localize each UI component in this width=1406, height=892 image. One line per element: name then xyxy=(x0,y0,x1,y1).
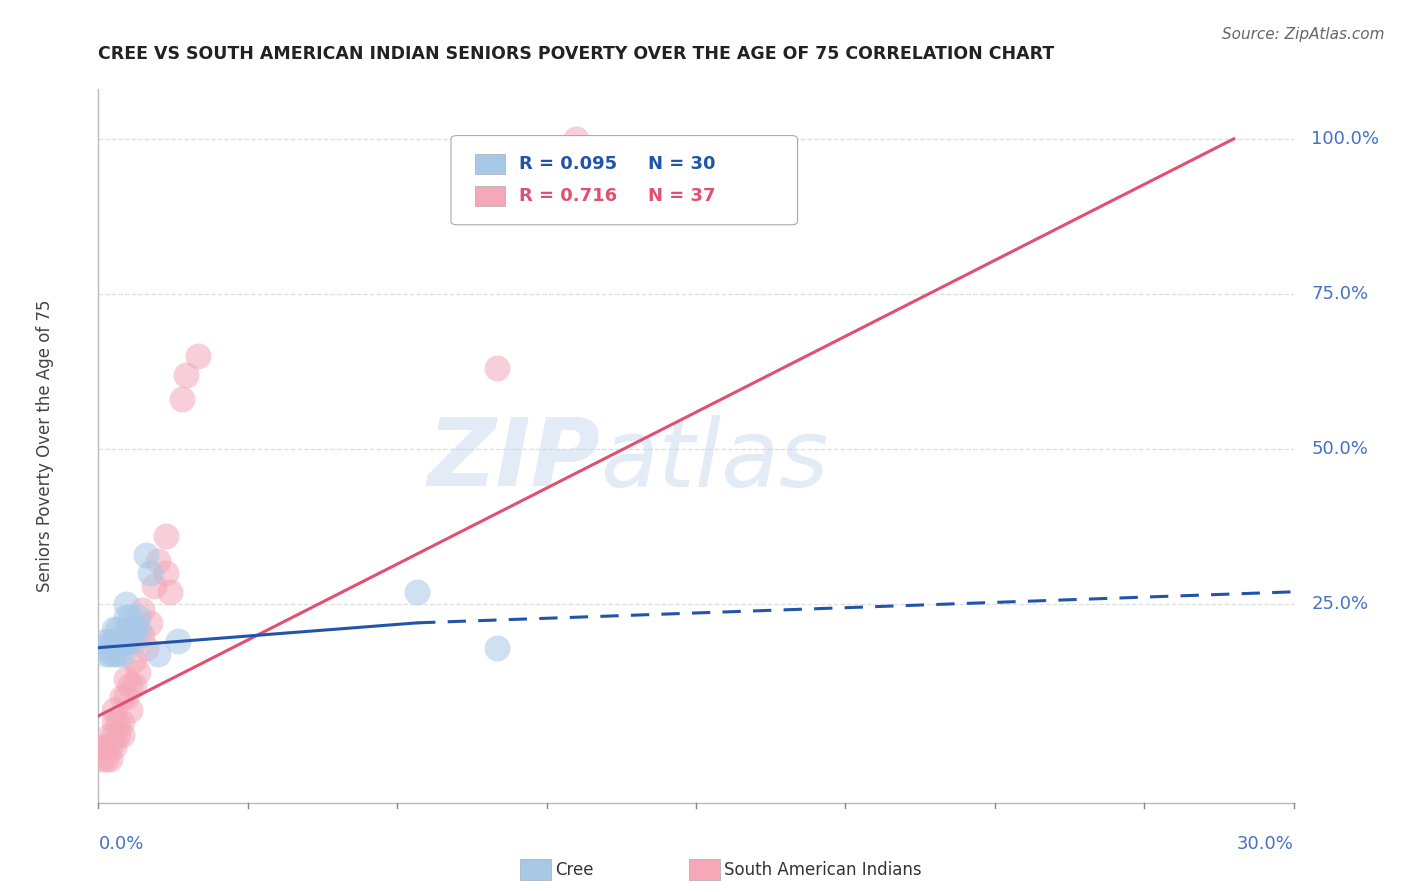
Point xyxy=(96,739,118,754)
Point xyxy=(124,678,146,692)
Text: Seniors Poverty Over the Age of 75: Seniors Poverty Over the Age of 75 xyxy=(35,300,53,592)
Text: South American Indians: South American Indians xyxy=(724,861,922,879)
Point xyxy=(139,615,162,630)
Point xyxy=(131,603,153,617)
Point xyxy=(107,647,129,661)
Text: 0.0%: 0.0% xyxy=(98,835,143,853)
Point xyxy=(167,634,190,648)
FancyBboxPatch shape xyxy=(451,136,797,225)
Point xyxy=(96,752,118,766)
Point xyxy=(103,703,125,717)
Point xyxy=(103,647,125,661)
Point xyxy=(174,368,197,382)
Point xyxy=(103,622,125,636)
Point xyxy=(107,727,129,741)
Point xyxy=(115,622,138,636)
Point xyxy=(120,634,142,648)
Point xyxy=(111,727,134,741)
Point xyxy=(96,647,118,661)
Point xyxy=(131,628,153,642)
FancyBboxPatch shape xyxy=(475,186,505,206)
Point xyxy=(148,647,170,661)
Text: 75.0%: 75.0% xyxy=(1312,285,1368,303)
FancyBboxPatch shape xyxy=(475,154,505,174)
Point xyxy=(98,647,122,661)
Point xyxy=(485,361,508,376)
Point xyxy=(103,715,125,730)
Text: 50.0%: 50.0% xyxy=(1312,440,1368,458)
Point xyxy=(127,609,149,624)
Text: ZIP: ZIP xyxy=(427,414,600,507)
Point xyxy=(135,548,157,562)
Point xyxy=(155,566,177,581)
Text: 25.0%: 25.0% xyxy=(1312,595,1368,613)
Text: Cree: Cree xyxy=(555,861,593,879)
Point xyxy=(96,634,118,648)
Point xyxy=(172,392,194,407)
Text: CREE VS SOUTH AMERICAN INDIAN SENIORS POVERTY OVER THE AGE OF 75 CORRELATION CHA: CREE VS SOUTH AMERICAN INDIAN SENIORS PO… xyxy=(98,45,1054,62)
Text: 30.0%: 30.0% xyxy=(1237,835,1294,853)
Point xyxy=(107,622,129,636)
Point xyxy=(124,634,146,648)
Point xyxy=(111,634,134,648)
Point xyxy=(120,622,142,636)
Point xyxy=(98,634,122,648)
Point xyxy=(91,739,114,754)
Point xyxy=(485,640,508,655)
Point xyxy=(115,597,138,611)
Point xyxy=(565,132,588,146)
Point xyxy=(103,634,125,648)
Text: Source: ZipAtlas.com: Source: ZipAtlas.com xyxy=(1222,27,1385,42)
Point xyxy=(107,634,129,648)
Point xyxy=(103,739,125,754)
Point xyxy=(120,703,142,717)
Point xyxy=(115,634,138,648)
Point xyxy=(115,672,138,686)
Point xyxy=(91,752,114,766)
Point xyxy=(139,566,162,581)
Point xyxy=(103,727,125,741)
Point xyxy=(135,640,157,655)
Point xyxy=(120,609,142,624)
Text: R = 0.716: R = 0.716 xyxy=(519,187,617,205)
Point xyxy=(107,715,129,730)
Point xyxy=(124,622,146,636)
Point xyxy=(187,349,209,363)
Text: 100.0%: 100.0% xyxy=(1312,130,1379,148)
Point xyxy=(406,584,429,599)
Text: N = 30: N = 30 xyxy=(648,155,716,173)
Point xyxy=(98,727,122,741)
Point xyxy=(159,584,181,599)
Text: N = 37: N = 37 xyxy=(648,187,716,205)
Point xyxy=(111,715,134,730)
Point xyxy=(111,647,134,661)
Text: R = 0.095: R = 0.095 xyxy=(519,155,617,173)
Point xyxy=(111,690,134,705)
Point xyxy=(143,579,166,593)
Point xyxy=(91,640,114,655)
Point xyxy=(98,752,122,766)
Point xyxy=(124,653,146,667)
Point xyxy=(127,622,149,636)
Point xyxy=(120,678,142,692)
Point xyxy=(127,665,149,680)
Point xyxy=(98,739,122,754)
Text: atlas: atlas xyxy=(600,415,828,506)
Point xyxy=(148,554,170,568)
Point xyxy=(155,529,177,543)
Point xyxy=(115,690,138,705)
Point xyxy=(115,609,138,624)
